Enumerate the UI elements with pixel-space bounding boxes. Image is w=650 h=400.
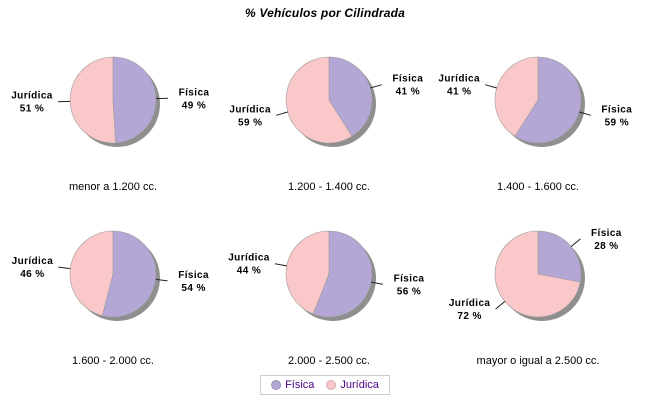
pie-slice-fsica xyxy=(537,230,582,283)
slice-label-value: 72 % xyxy=(457,311,481,322)
slice-label-name: Física xyxy=(178,270,209,281)
leader-line xyxy=(371,281,384,285)
slice-label-value: 54 % xyxy=(181,283,205,294)
leader-line xyxy=(485,84,497,89)
slice-label-name: Jurídica xyxy=(229,104,271,115)
slice-label-value: 28 % xyxy=(594,241,618,252)
slice-label-name: Física xyxy=(394,273,425,284)
legend-label-juridica: Jurídica xyxy=(340,379,379,391)
pie-slice-fsica xyxy=(112,56,157,144)
pie-category-label: 1.400 - 1.600 cc. xyxy=(497,181,579,193)
slice-label-name: Jurídica xyxy=(438,74,480,85)
slice-label-value: 44 % xyxy=(237,266,261,277)
legend-item-fisica: Física xyxy=(271,379,314,391)
pie-category-label: mayor o igual a 2.500 cc. xyxy=(477,355,600,367)
leader-line xyxy=(579,111,591,116)
pie-slice-jurdica xyxy=(285,56,353,144)
leader-line xyxy=(370,84,382,89)
leader-line xyxy=(274,263,287,267)
legend-marker-juridica-icon xyxy=(326,380,337,390)
slice-label-name: Física xyxy=(392,74,423,85)
legend-item-juridica: Jurídica xyxy=(326,379,379,391)
slice-label-value: 51 % xyxy=(20,104,44,115)
pie-slice-fsica xyxy=(101,230,157,318)
pie-category-label: 1.200 - 1.400 cc. xyxy=(288,181,370,193)
leader-line xyxy=(276,111,288,116)
pie-chart-6: Física 28 % Jurídica 72 % mayor o igual a 2.… xyxy=(449,228,622,367)
leader-line xyxy=(570,238,581,247)
slice-label-name: Jurídica xyxy=(11,91,53,102)
pie-category-label: menor a 1.200 cc. xyxy=(69,181,157,193)
slice-label-value: 46 % xyxy=(20,269,44,280)
slice-label-value: 59 % xyxy=(605,117,629,128)
slice-label-name: Jurídica xyxy=(228,253,270,264)
slice-label-name: Física xyxy=(179,87,210,98)
pie-chart-2: Física 41 % Jurídica 59 % 1.200 - 1.400 cc. xyxy=(229,56,423,193)
pie-slice-jurdica xyxy=(69,230,114,317)
chart-title: % Vehículos por Cilindrada xyxy=(244,6,406,20)
leader-line xyxy=(155,278,168,282)
pie-slice-jurdica xyxy=(494,56,539,137)
pie-chart-3: Física 59 % Jurídica 41 % 1.400 - 1.600 cc. xyxy=(438,56,632,193)
slice-label-name: Física xyxy=(601,104,632,115)
slice-label-value: 41 % xyxy=(447,87,471,98)
legend-label-fisica: Física xyxy=(285,379,315,391)
legend: Física Jurídica xyxy=(260,375,390,395)
legend-marker-fisica-icon xyxy=(271,380,282,390)
slice-label-value: 41 % xyxy=(396,87,420,98)
slice-label-name: Jurídica xyxy=(449,298,491,309)
slice-label-value: 49 % xyxy=(182,100,206,111)
slice-label-value: 56 % xyxy=(397,286,421,297)
pie-chart-1: Física 49 % Jurídica 51 % menor a 1.200 cc. xyxy=(11,56,210,193)
leader-line xyxy=(495,301,506,310)
pie-category-label: 2.000 - 2.500 cc. xyxy=(288,355,370,367)
leader-line xyxy=(58,266,71,270)
slice-label-name: Física xyxy=(591,228,622,239)
slice-label-name: Jurídica xyxy=(12,256,54,267)
pie-chart-4: Física 54 % Jurídica 46 % 1.600 - 2.000 cc. xyxy=(12,230,209,367)
pie-category-label: 1.600 - 2.000 cc. xyxy=(72,355,154,367)
pie-slice-fsica xyxy=(514,56,582,144)
pie-chart-5: Física 56 % Jurídica 44 % 2.000 - 2.500 cc. xyxy=(228,230,425,367)
slice-label-value: 59 % xyxy=(238,117,262,128)
pie-slice-jurdica xyxy=(69,56,117,144)
